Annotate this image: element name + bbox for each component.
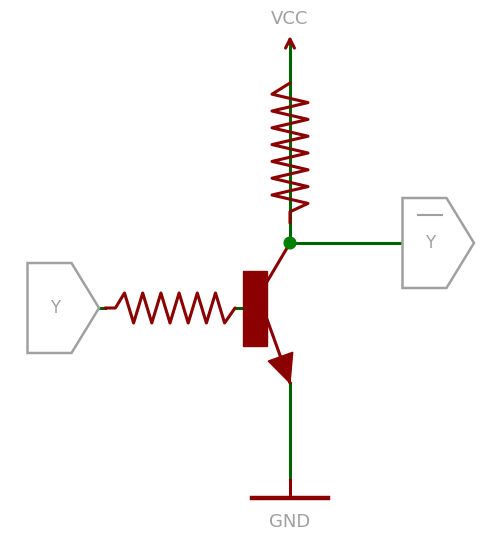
Text: Y: Y [50, 299, 60, 317]
Polygon shape [268, 352, 293, 383]
Text: VCC: VCC [271, 10, 309, 28]
Text: Y: Y [425, 234, 435, 252]
Text: GND: GND [269, 513, 311, 531]
Circle shape [284, 237, 296, 249]
Bar [243, 270, 267, 345]
